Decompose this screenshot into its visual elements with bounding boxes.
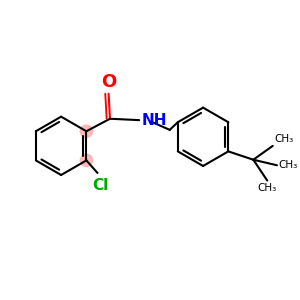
Text: CH₃: CH₃: [274, 134, 293, 144]
Circle shape: [80, 154, 92, 167]
Text: CH₃: CH₃: [278, 160, 298, 170]
Circle shape: [80, 125, 92, 137]
Text: CH₃: CH₃: [258, 183, 277, 193]
Text: O: O: [101, 73, 116, 91]
Text: Cl: Cl: [92, 178, 108, 194]
Text: NH: NH: [141, 112, 167, 128]
